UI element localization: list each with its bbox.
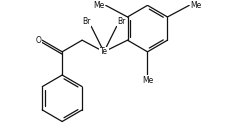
Text: O: O [35, 36, 41, 45]
Text: Me: Me [93, 1, 104, 10]
Text: Te: Te [99, 47, 108, 56]
Text: Me: Me [189, 1, 201, 10]
Text: Br: Br [82, 17, 90, 26]
Text: Br: Br [117, 17, 125, 26]
Text: Me: Me [141, 76, 152, 85]
